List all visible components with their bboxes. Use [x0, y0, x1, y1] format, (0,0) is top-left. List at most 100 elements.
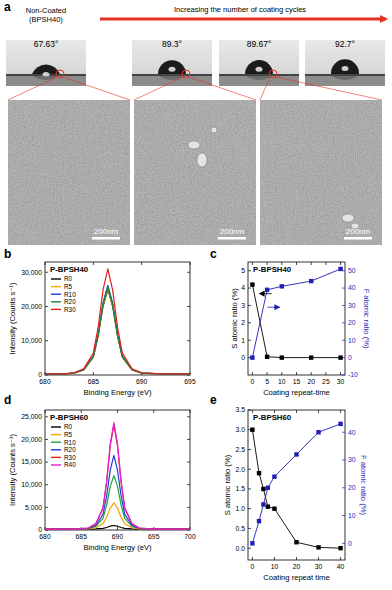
legend-label: R5 — [64, 283, 73, 290]
panel-label: c — [210, 247, 217, 261]
legend-label: R20 — [64, 298, 76, 305]
sem-image — [8, 100, 130, 245]
x-axis-label: Coating repeat-time — [263, 388, 330, 397]
x-tick-label: 685 — [88, 378, 100, 385]
y2-tick-label: 10 — [348, 337, 356, 344]
x-tick-label: 695 — [184, 378, 196, 385]
y2-tick — [342, 515, 345, 516]
series-line — [45, 503, 190, 529]
x-tick — [325, 372, 326, 375]
data-point — [250, 428, 254, 432]
chart: b680685690695010,00020,00030,000Binding … — [4, 247, 196, 397]
panel-label: d — [4, 393, 11, 407]
y2-tick — [342, 340, 345, 341]
chart-title: P-BPSH60 — [253, 413, 292, 422]
series-line — [45, 455, 190, 529]
scale-bar-label: 200nm — [220, 227, 245, 236]
y-tick-label: 0.0 — [236, 545, 246, 552]
data-area — [250, 422, 343, 551]
substrate — [219, 74, 299, 86]
contact-angle: 89.3° — [162, 39, 182, 49]
y-tick-label: 5 — [241, 267, 245, 274]
data-point — [316, 545, 320, 549]
legend-label: R0 — [64, 423, 73, 430]
legend-label: R0 — [64, 275, 73, 282]
zoom-circle — [56, 70, 64, 78]
data-point — [272, 506, 276, 510]
data-point — [257, 471, 261, 475]
x-tick-top — [190, 262, 191, 265]
y-tick-label: 0 — [38, 371, 42, 378]
non-coated-label: Non-Coated — [26, 6, 66, 15]
droplet-reflection — [246, 76, 272, 80]
y-tick — [248, 270, 251, 271]
x-tick-label: 40 — [337, 563, 345, 570]
y-tick — [45, 507, 48, 508]
y2-axis-label: F atomic ratio (%) — [359, 455, 368, 515]
sem-particle — [188, 141, 200, 149]
y-axis-label: Intensity (Counts s⁻¹) — [8, 434, 17, 506]
y-tick-label: 20,000 — [21, 303, 42, 310]
red-arrow — [100, 18, 386, 21]
droplet-reflection — [332, 76, 358, 80]
y2-tick-label: 50 — [348, 267, 356, 274]
scale-bar-label: 200nm — [346, 227, 371, 236]
droplet — [158, 60, 186, 74]
droplet — [331, 59, 359, 74]
legend-swatch — [51, 301, 61, 302]
y2-tick — [342, 460, 345, 461]
plot-frame — [248, 262, 345, 375]
x-tick — [117, 527, 118, 530]
y2-tick — [342, 375, 345, 376]
y2-tick — [342, 305, 345, 306]
x-tick-label: 10 — [271, 563, 279, 570]
scale-bar — [92, 237, 120, 240]
x-tick-top — [340, 262, 341, 265]
plot-frame — [45, 410, 190, 530]
y-tick-label: 10,000 — [21, 481, 42, 488]
y-tick-right — [187, 340, 190, 341]
x-tick — [318, 557, 319, 560]
data-point — [250, 355, 254, 359]
y-tick-label: 0 — [241, 354, 245, 361]
y-tick — [45, 272, 48, 273]
x-tick-top — [318, 410, 319, 413]
x-tick — [274, 557, 275, 560]
y-tick-label: 2.0 — [236, 466, 246, 473]
y2-tick-label: 0 — [348, 540, 352, 547]
x-tick — [267, 372, 268, 375]
zoom-line — [260, 77, 270, 100]
y2-tick — [342, 487, 345, 488]
drop-photo-bg — [305, 40, 385, 86]
y-tick-label: 3 — [241, 302, 245, 309]
legend: R0R5R10R20R30R40 — [51, 423, 76, 468]
y2-axis-label: F atomic ratio (%) — [362, 289, 371, 349]
scale-bar — [218, 237, 246, 240]
series-line — [45, 269, 190, 374]
y2-tick-label: 20 — [348, 484, 356, 491]
y2-tick-label: -10 — [348, 371, 358, 378]
data-point — [261, 502, 265, 506]
y-tick-label: 1.0 — [236, 505, 246, 512]
sem-particle — [211, 127, 217, 133]
x-tick-label: 10 — [278, 378, 286, 385]
y-tick-label: 3.5 — [236, 406, 246, 413]
x-tick-top — [296, 410, 297, 413]
x-tick — [252, 372, 253, 375]
x-tick-label: 680 — [39, 533, 51, 540]
x-tick-label: 0 — [251, 563, 255, 570]
x-tick-label: 15 — [293, 378, 301, 385]
y-tick — [248, 469, 251, 470]
data-point — [257, 519, 261, 523]
legend-swatch — [51, 286, 61, 287]
y-tick-label: 1 — [241, 337, 245, 344]
y-tick — [45, 484, 48, 485]
legend-label: R5 — [64, 431, 73, 438]
contact-angle: 89.67° — [247, 39, 272, 49]
contact-angle: 92.7° — [335, 39, 355, 49]
data-point — [280, 284, 284, 288]
axis-arrow — [260, 293, 272, 294]
y-tick — [45, 306, 48, 307]
substrate-edge — [219, 74, 299, 76]
x-tick — [281, 372, 282, 375]
